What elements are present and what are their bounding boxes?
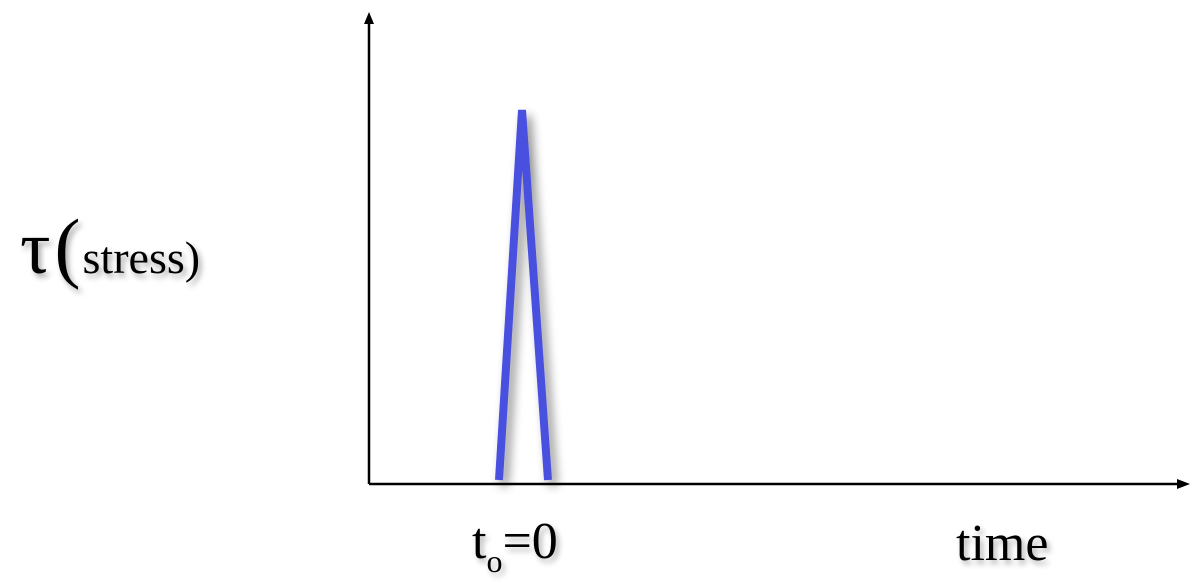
tau-symbol: τ (20, 206, 51, 290)
x-axis-arrowhead (1177, 479, 1190, 489)
tick-value: =0 (502, 513, 558, 570)
y-axis-arrowhead (364, 12, 374, 24)
x-tick-label-t0: to=0 (472, 513, 558, 578)
tick-subscript: o (486, 543, 503, 579)
stress-pulse-line (495, 109, 552, 481)
tick-symbol: t (472, 513, 487, 570)
y-axis-label: τ ( stress) (20, 208, 200, 298)
y-axis-open-paren: ( (54, 203, 81, 290)
x-axis-label: time (956, 515, 1049, 572)
y-axis-label-text: stress) (82, 232, 201, 283)
